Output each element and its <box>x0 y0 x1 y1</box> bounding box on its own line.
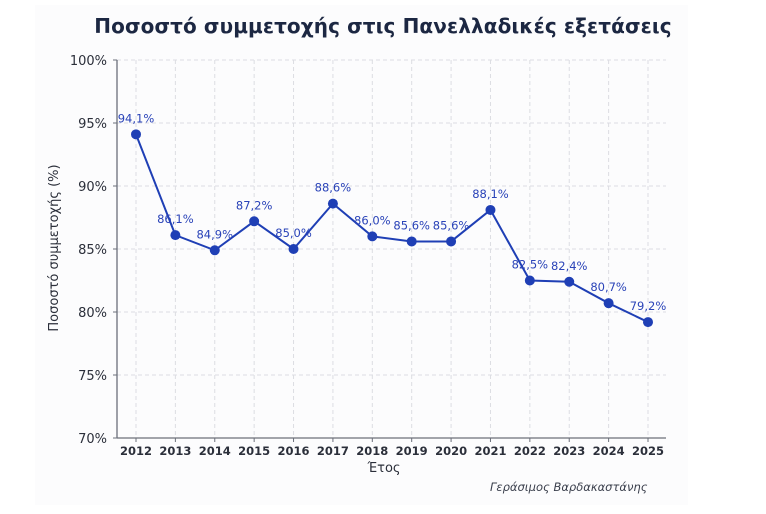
data-point <box>170 230 181 241</box>
chart-panel <box>35 5 688 505</box>
x-tick-label: 2012 <box>120 444 152 458</box>
gridlines <box>117 59 666 438</box>
chart-title: Ποσοστό συμμετοχής στις Πανελλαδικές εξε… <box>94 14 672 38</box>
data-label: 85,6% <box>393 218 430 232</box>
y-tick-label: 80% <box>78 306 107 321</box>
data-point <box>209 245 220 256</box>
data-label: 88,1% <box>472 187 509 201</box>
data-label: 86,0% <box>354 213 391 227</box>
data-point <box>564 276 575 287</box>
data-label: 87,2% <box>236 198 273 212</box>
x-axis-label: Έτος <box>366 461 400 476</box>
y-tick-label: 100% <box>70 54 107 69</box>
x-axis-ticks: 2012 2013 2014 2015 2016 2017 2018 2019 2020 2021… <box>120 438 664 458</box>
x-tick-label: 2019 <box>396 444 428 458</box>
y-tick-label: 85% <box>78 243 107 258</box>
x-tick-label: 2022 <box>514 444 546 458</box>
y-axis-ticks: 70% 75% 80% 85% 90% 95% 100% <box>70 54 117 447</box>
data-point <box>524 275 535 286</box>
x-tick-label: 2023 <box>553 444 585 458</box>
y-tick-label: 75% <box>78 369 107 384</box>
data-label: 82,5% <box>512 258 549 272</box>
data-label: 80,7% <box>590 280 627 294</box>
y-tick-label: 95% <box>78 117 107 132</box>
data-point <box>485 204 496 215</box>
author-credit: Γεράσιμος Βαρδακαστάνης <box>490 480 648 494</box>
data-label: 85,6% <box>433 218 470 232</box>
x-tick-label: 2013 <box>159 444 191 458</box>
data-point <box>288 244 299 254</box>
x-tick-label: 2014 <box>199 444 231 458</box>
series-line <box>131 129 653 328</box>
x-tick-label: 2021 <box>474 444 506 458</box>
data-point <box>643 317 653 328</box>
data-point <box>406 236 417 247</box>
x-tick-label: 2016 <box>278 444 310 458</box>
data-point <box>603 298 614 309</box>
y-axis-label: Ποσοστό συμμετοχής (%) <box>47 164 62 331</box>
data-labels: 94,1%86,1%84,9%87,2%85,0%88,6%86,0% 85,6%… <box>118 111 667 313</box>
data-label: 94,1% <box>118 111 155 125</box>
data-point <box>327 198 338 209</box>
x-tick-label: 2015 <box>238 444 270 458</box>
data-point <box>446 236 457 247</box>
data-label: 86,1% <box>157 212 194 226</box>
x-tick-label: 2017 <box>317 444 349 458</box>
data-label: 88,6% <box>315 181 352 195</box>
data-point <box>131 129 141 140</box>
x-tick-label: 2024 <box>593 444 625 458</box>
data-label: 84,9% <box>196 227 233 241</box>
data-line <box>135 133 649 323</box>
data-label: 79,2% <box>630 299 667 313</box>
y-tick-label: 70% <box>78 432 107 447</box>
x-tick-label: 2025 <box>632 444 664 458</box>
data-point <box>367 231 378 242</box>
x-tick-label: 2018 <box>356 444 388 458</box>
data-label: 85,0% <box>275 226 312 240</box>
data-label: 82,4% <box>551 259 588 273</box>
x-tick-label: 2020 <box>435 444 467 458</box>
y-tick-label: 90% <box>78 180 107 195</box>
data-point <box>249 216 260 227</box>
